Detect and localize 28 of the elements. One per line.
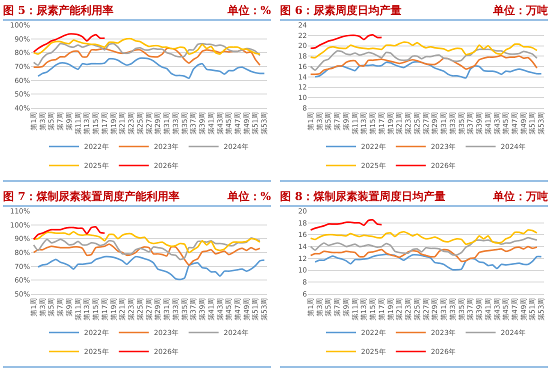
line-series: [310, 54, 538, 76]
chart-subtitle: 单位：%: [228, 2, 271, 18]
line-series: [37, 256, 266, 280]
line-series: [310, 34, 382, 50]
line-series: [314, 61, 542, 79]
line-series: [310, 41, 538, 58]
line-series: [32, 33, 106, 53]
chart-subtitle: 单位：万吨: [493, 188, 548, 204]
chart-subtitle: 单位：%: [228, 188, 271, 204]
line-series: [310, 236, 538, 256]
line-series: [32, 226, 106, 240]
line-series: [32, 243, 261, 266]
line-series: [32, 42, 261, 66]
chart-title: 图 6：尿素周度日均产量: [280, 2, 402, 18]
line-series: [310, 246, 538, 262]
line-series: [310, 229, 538, 245]
line-series: [37, 57, 266, 80]
line-series: [32, 38, 261, 55]
chart-subtitle: 单位：万吨: [493, 2, 548, 18]
line-series: [32, 48, 261, 68]
line-series: [310, 48, 538, 71]
line-series: [32, 230, 261, 254]
line-series: [32, 237, 261, 260]
line-series: [310, 219, 382, 231]
chart-title: 图 7：煤制尿素装置周度产能利用率: [3, 188, 180, 204]
chart-title: 图 8：煤制尿素装置周度日均产量: [280, 188, 446, 204]
chart-title: 图 5：尿素产能利用率: [3, 2, 114, 18]
line-series: [314, 253, 542, 271]
